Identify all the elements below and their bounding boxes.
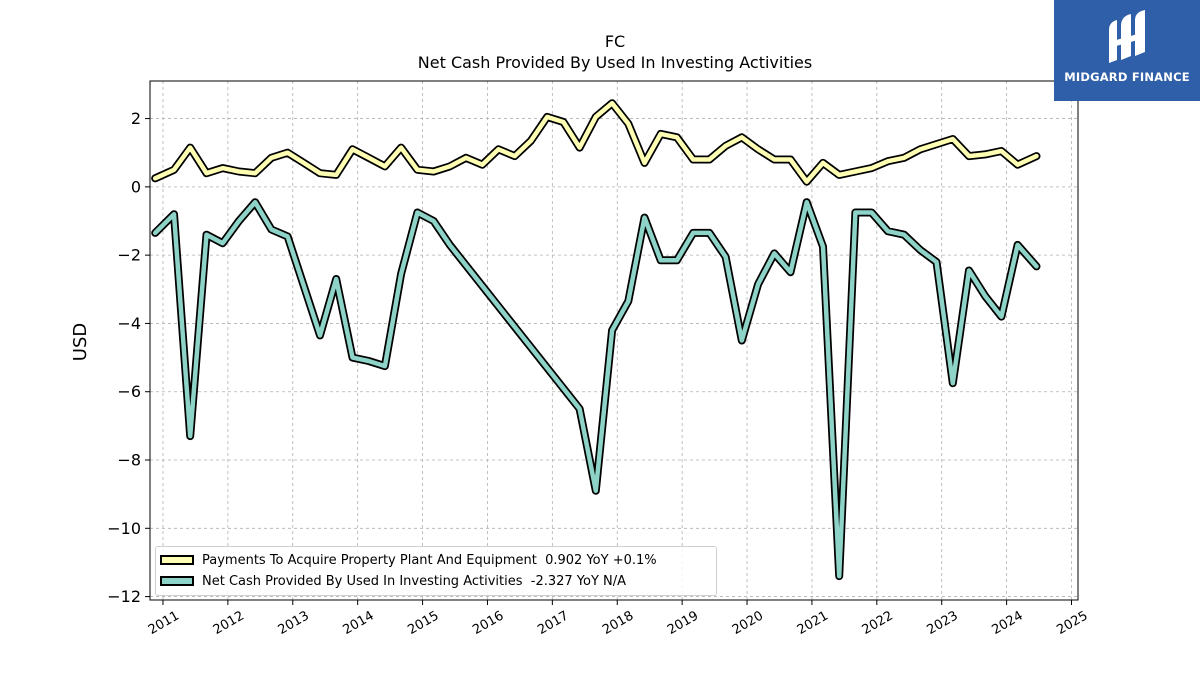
legend-swatch-investing <box>160 576 194 586</box>
legend-label-investing: Net Cash Provided By Used In Investing A… <box>202 573 627 589</box>
x-tick-label: 2022 <box>860 608 896 638</box>
x-tick-label: 2017 <box>535 608 571 638</box>
brand-name: MIDGARD FINANCE <box>1064 70 1190 84</box>
midgard-logo-icon <box>1109 10 1145 63</box>
legend-label-capex: Payments To Acquire Property Plant And E… <box>202 552 657 568</box>
legend: Payments To Acquire Property Plant And E… <box>155 546 717 596</box>
y-tick-label: −2 <box>117 246 141 265</box>
y-tick-label: −12 <box>107 587 141 606</box>
series-line-0 <box>152 100 1039 184</box>
legend-item-investing: Net Cash Provided By Used In Investing A… <box>160 571 626 591</box>
series-line-1 <box>152 199 1039 579</box>
chart-subtitle: Net Cash Provided By Used In Investing A… <box>418 53 812 72</box>
x-tick-label: 2024 <box>989 608 1025 638</box>
y-tick-label: 2 <box>131 109 141 128</box>
x-tick-label: 2023 <box>925 608 961 638</box>
series-outline-1 <box>151 198 1041 581</box>
y-tick-label: −4 <box>117 314 141 333</box>
y-tick-label: −10 <box>107 519 141 538</box>
legend-swatch-capex <box>160 555 194 565</box>
y-tick-label: −8 <box>117 451 141 470</box>
x-tick-label: 2021 <box>795 608 831 638</box>
x-tick-label: 2016 <box>470 608 506 638</box>
y-axis-label: USD <box>70 323 91 361</box>
x-tick-label: 2015 <box>405 608 441 638</box>
brand-logo: MIDGARD FINANCE <box>1054 0 1200 101</box>
x-tick-label: 2014 <box>341 608 377 638</box>
x-tick-label: 2018 <box>600 608 636 638</box>
x-tick-label: 2020 <box>730 608 766 638</box>
plot-frame <box>149 80 1079 601</box>
x-tick-label: 2025 <box>1054 608 1090 638</box>
x-tick-label: 2013 <box>276 608 312 638</box>
legend-item-capex: Payments To Acquire Property Plant And E… <box>160 550 657 570</box>
y-tick-label: −6 <box>117 382 141 401</box>
x-tick-label: 2019 <box>665 608 701 638</box>
x-tick-label: 2011 <box>146 608 182 638</box>
x-tick-label: 2012 <box>211 608 247 638</box>
series-lines <box>151 99 1041 581</box>
chart-title: FC <box>605 32 625 51</box>
y-tick-label: 0 <box>131 177 141 196</box>
